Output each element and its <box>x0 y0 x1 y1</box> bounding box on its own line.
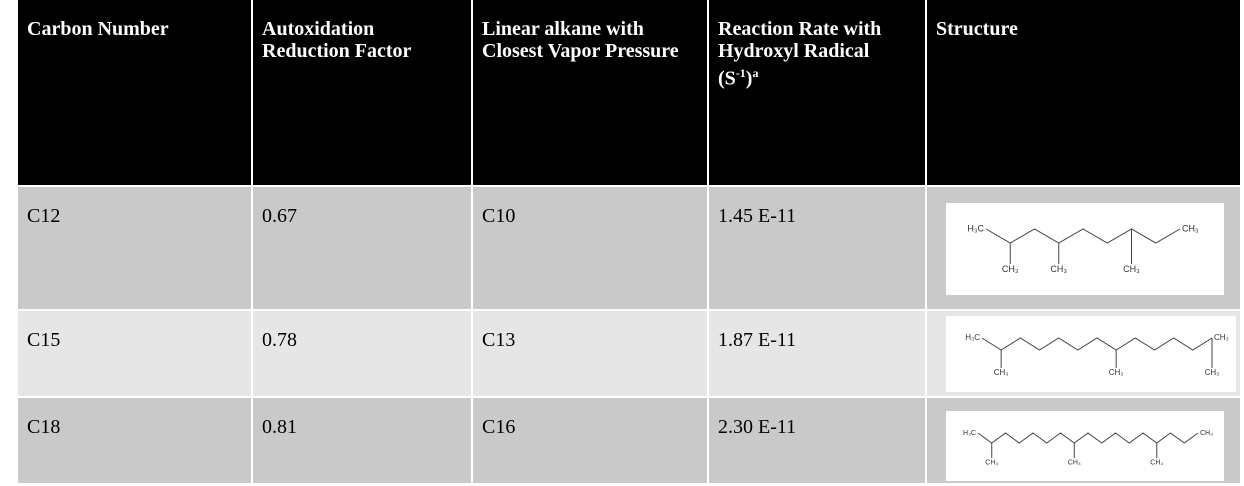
cell: C16 <box>473 398 707 483</box>
atom-label: CH₃ <box>1150 459 1163 466</box>
header-text: Reaction Rate with Hydroxyl Radical <box>718 18 882 62</box>
atom-label: CH₃ <box>1050 264 1067 274</box>
header-text: Autoxidation Reduction Factor <box>262 18 412 62</box>
molecule: H₃C CH₃ CH₃ CH₃ CH₃ <box>967 223 1199 274</box>
atom-label: H₃C <box>965 333 980 342</box>
atom-label: CH₃ <box>1200 430 1213 437</box>
cell: 0.78 <box>253 311 471 396</box>
atom-label: H₃C <box>963 430 976 437</box>
unit: ) <box>745 67 753 90</box>
cell: C15 <box>18 311 251 396</box>
header-text: Structure <box>936 18 1018 40</box>
header-cell: Linear alkane with Closest Vapor Pressur… <box>473 0 707 185</box>
structure-image: H₃C CH₃ CH₃ CH₃ CH₃ <box>946 411 1224 481</box>
cell: C18 <box>18 398 251 483</box>
atom-label: CH₃ <box>1109 368 1124 377</box>
header-cell: Carbon Number <box>18 0 251 185</box>
atom-label: CH₃ <box>985 459 998 466</box>
unit: (S <box>718 67 736 90</box>
bond-chain <box>981 337 1213 351</box>
bond-chain <box>977 432 1199 444</box>
atom-label: CH₃ <box>1068 459 1081 466</box>
atom-label: CH₃ <box>1002 264 1019 274</box>
header-text: Linear alkane with Closest Vapor Pressur… <box>482 18 679 62</box>
cell: C10 <box>473 187 707 309</box>
molecule: H₃C CH₃ CH₃ CH₃ CH₃ <box>963 430 1213 467</box>
cell: 2.30 E-11 <box>709 398 925 483</box>
atom-label: CH₃ <box>1123 264 1140 274</box>
atom-label: CH₃ <box>1205 368 1220 377</box>
molecule: H₃C CH₃ CH₃ CH₃ CH₃ <box>965 333 1229 377</box>
cell: 1.45 E-11 <box>709 187 925 309</box>
atom-label: CH₃ <box>1182 223 1199 233</box>
header-cell: Structure <box>927 0 1240 185</box>
header-cell: Reaction Rate with Hydroxyl Radical (S-1… <box>709 0 925 185</box>
cell: 0.81 <box>253 398 471 483</box>
footnote-mark: a <box>752 66 759 80</box>
structure-image: H₃C CH₃ CH₃ CH₃ CH₃ <box>946 316 1236 392</box>
atom-label: CH₃ <box>994 368 1009 377</box>
cell: 0.67 <box>253 187 471 309</box>
cell: 1.87 E-11 <box>709 311 925 396</box>
header-text: Carbon Number <box>27 18 169 40</box>
cell: C13 <box>473 311 707 396</box>
atom-label: H₃C <box>967 223 984 233</box>
header-cell: Autoxidation Reduction Factor <box>253 0 471 185</box>
atom-label: CH₃ <box>1214 333 1229 342</box>
structure-image: H₃C CH₃ CH₃ CH₃ CH₃ <box>946 203 1224 295</box>
cell: C12 <box>18 187 251 309</box>
unit-exponent: -1 <box>735 66 746 80</box>
bond-chain <box>985 228 1181 244</box>
